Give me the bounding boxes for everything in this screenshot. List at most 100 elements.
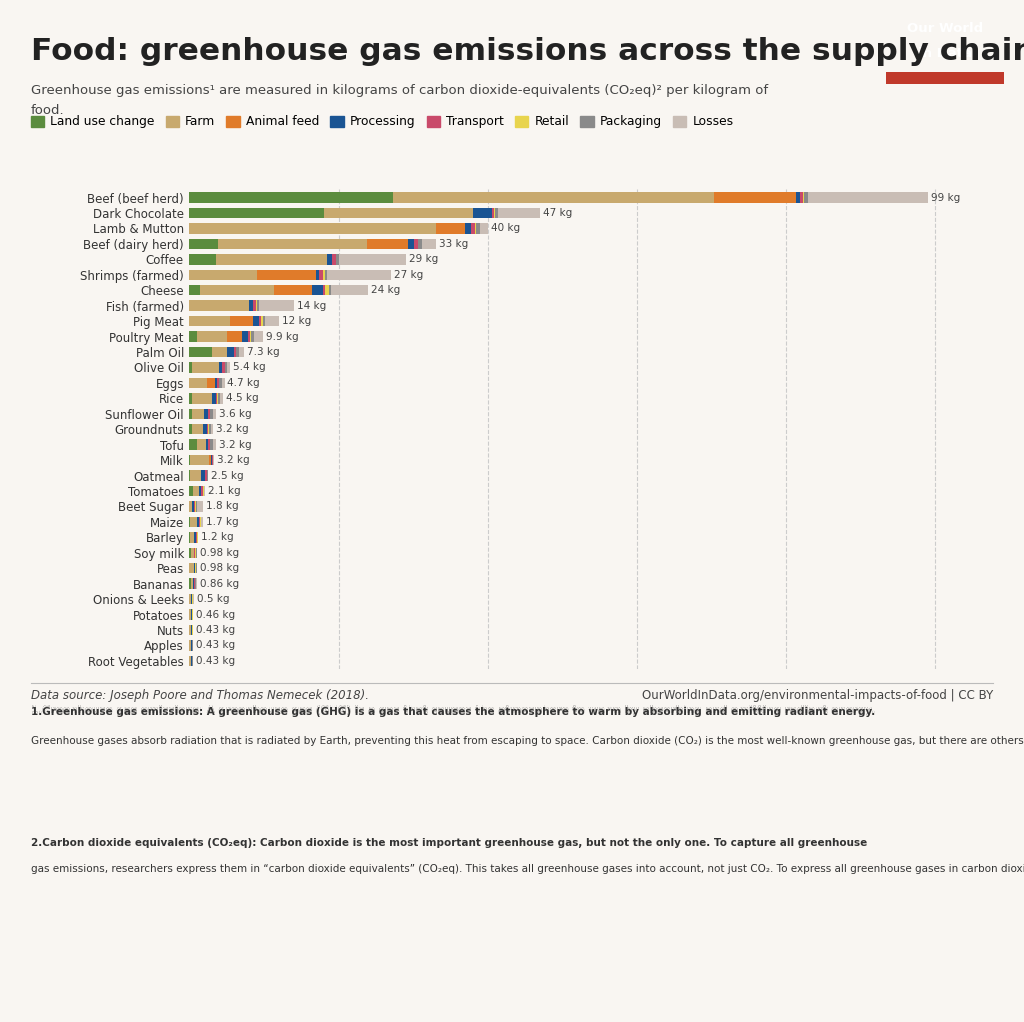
Text: 0.43 kg: 0.43 kg (196, 656, 236, 666)
Text: 1.7 kg: 1.7 kg (206, 517, 239, 527)
Bar (194, 532, 197, 543)
Bar (189, 548, 190, 558)
Bar (189, 656, 190, 666)
Text: in Data: in Data (918, 47, 972, 59)
Bar (189, 485, 194, 497)
Bar (253, 300, 256, 311)
Bar (197, 439, 206, 450)
Text: 40 kg: 40 kg (490, 224, 520, 233)
Text: 9.9 kg: 9.9 kg (266, 331, 299, 341)
Bar (218, 393, 220, 404)
Bar (189, 609, 190, 619)
Bar (326, 270, 328, 280)
Text: food.: food. (31, 104, 65, 118)
Bar (257, 300, 259, 311)
Bar (189, 439, 197, 450)
Bar (213, 439, 216, 450)
Text: 33 kg: 33 kg (438, 239, 468, 249)
Bar (714, 192, 796, 202)
Text: Data source: Joseph Poore and Thomas Nemecek (2018).: Data source: Joseph Poore and Thomas Nem… (31, 689, 369, 702)
Text: 3.6 kg: 3.6 kg (219, 409, 252, 419)
Text: Greenhouse gases absorb radiation that is radiated by Earth, preventing this hea: Greenhouse gases absorb radiation that i… (31, 736, 1024, 745)
Bar (189, 563, 194, 573)
Bar (202, 517, 203, 527)
Bar (189, 624, 190, 636)
Bar (237, 346, 239, 358)
Bar (191, 501, 194, 512)
Text: 2.1 kg: 2.1 kg (208, 486, 241, 496)
Bar (205, 470, 207, 480)
Bar (328, 270, 391, 280)
Bar (189, 378, 207, 388)
Bar (202, 470, 205, 480)
Bar (197, 517, 199, 527)
Bar (393, 192, 714, 202)
Bar (259, 300, 294, 311)
Text: 1.Greenhouse gas emissions: A greenhouse gas (GHG) is a gas that causes the atmo: 1.Greenhouse gas emissions: A greenhouse… (31, 705, 1024, 727)
Bar (886, 73, 1004, 84)
Bar (189, 362, 193, 373)
Text: 3.2 kg: 3.2 kg (217, 455, 249, 465)
Bar (226, 346, 234, 358)
Bar (207, 424, 208, 434)
Bar (210, 439, 213, 450)
Bar (209, 455, 211, 465)
Bar (200, 285, 274, 295)
Bar (227, 331, 243, 341)
Bar (189, 239, 218, 249)
Text: 3.2 kg: 3.2 kg (218, 439, 251, 450)
Text: 1.8 kg: 1.8 kg (206, 502, 239, 511)
Text: 3.2 kg: 3.2 kg (216, 424, 249, 434)
Bar (189, 285, 200, 295)
Text: 24 kg: 24 kg (372, 285, 400, 295)
Bar (414, 239, 418, 249)
Bar (212, 346, 226, 358)
Bar (254, 331, 263, 341)
Bar (367, 239, 408, 249)
Text: 29 kg: 29 kg (409, 254, 438, 265)
Bar (197, 501, 203, 512)
Bar (804, 192, 808, 202)
Text: 0.5 kg: 0.5 kg (197, 594, 229, 604)
Bar (189, 346, 212, 358)
Bar (206, 439, 208, 450)
Bar (422, 239, 435, 249)
Bar (466, 223, 471, 234)
Bar (189, 223, 435, 234)
Text: 4.7 kg: 4.7 kg (227, 378, 260, 388)
Bar (213, 409, 216, 419)
Bar (215, 393, 217, 404)
Bar (250, 331, 251, 341)
Text: 99 kg: 99 kg (931, 192, 961, 202)
Bar (189, 270, 257, 280)
Legend: Land use change, Farm, Animal feed, Processing, Transport, Retail, Packaging, Lo: Land use change, Farm, Animal feed, Proc… (31, 115, 733, 129)
Bar (492, 207, 494, 219)
Bar (199, 485, 202, 497)
Bar (189, 578, 190, 589)
Bar (196, 578, 198, 589)
Bar (215, 254, 328, 265)
Bar (205, 409, 208, 419)
Bar (189, 409, 191, 419)
Text: 1.Greenhouse gas emissions: A greenhouse gas (GHG) is a gas that causes the atmo: 1.Greenhouse gas emissions: A greenhouse… (31, 707, 874, 717)
Bar (189, 501, 191, 512)
Bar (221, 378, 224, 388)
Text: 47 kg: 47 kg (543, 208, 572, 218)
Bar (189, 254, 215, 265)
Text: 0.46 kg: 0.46 kg (197, 609, 236, 619)
Bar (800, 192, 804, 202)
Bar (316, 270, 319, 280)
Bar (225, 362, 227, 373)
Bar (323, 285, 326, 295)
Text: 2.5 kg: 2.5 kg (211, 470, 244, 480)
Bar (191, 409, 205, 419)
Text: 0.43 kg: 0.43 kg (196, 641, 236, 650)
Bar (194, 501, 196, 512)
Text: Our World: Our World (906, 22, 983, 35)
Bar (479, 223, 487, 234)
Bar (249, 300, 253, 311)
Bar (194, 485, 199, 497)
Bar (471, 223, 475, 234)
Text: 4.5 kg: 4.5 kg (226, 393, 259, 404)
Bar (257, 270, 316, 280)
